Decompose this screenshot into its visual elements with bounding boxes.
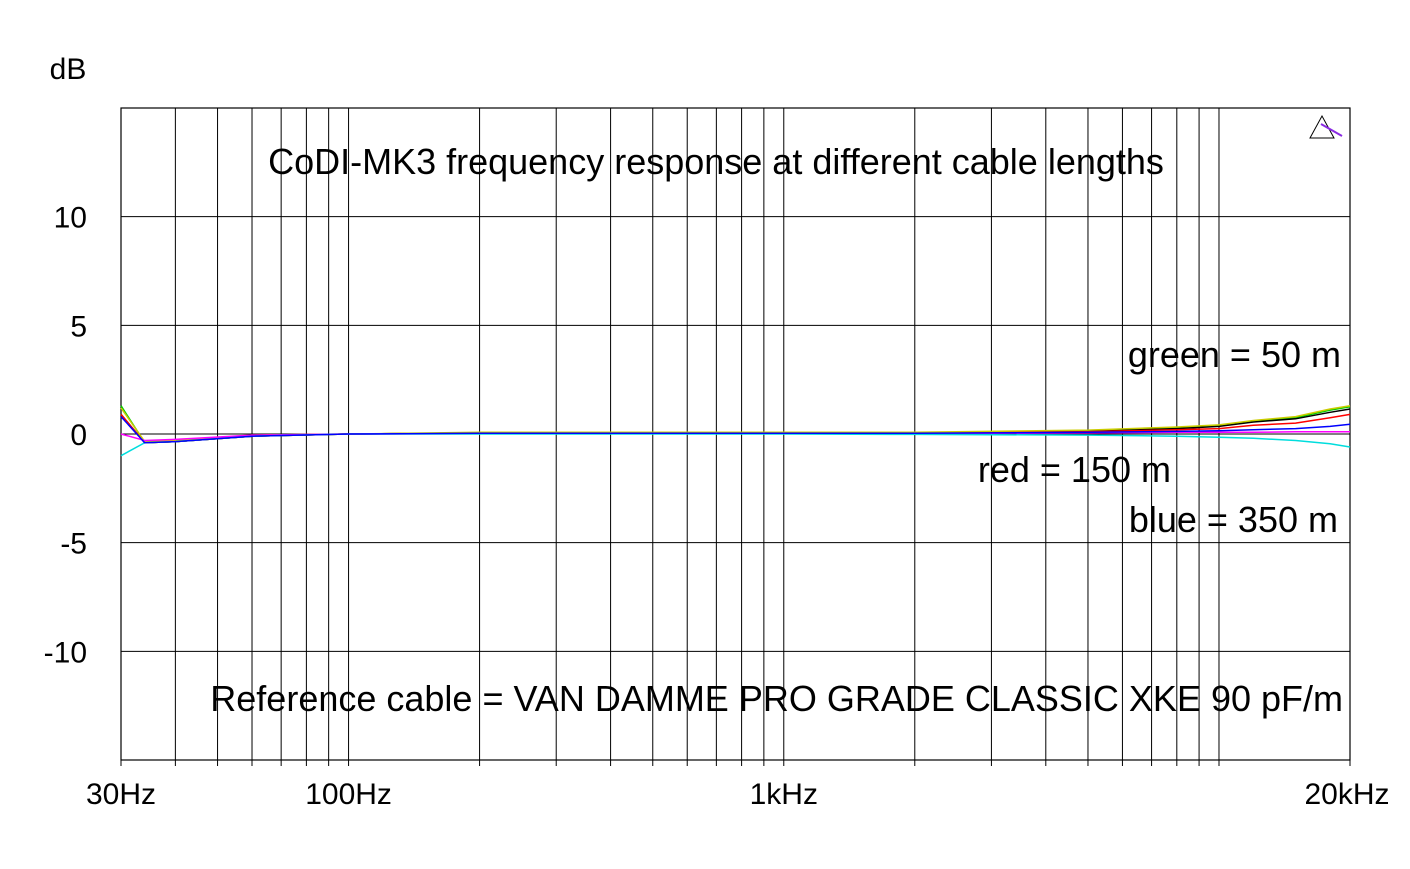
y-tick-label: 5 [70, 310, 87, 343]
annotation-reference: Reference cable = VAN DAMME PRO GRADE CL… [210, 678, 1343, 719]
x-tick-label: 1kHz [750, 778, 818, 811]
y-tick-label: -5 [60, 528, 87, 561]
y-tick-label: 0 [70, 419, 87, 452]
y-tick-label: 10 [54, 202, 87, 235]
annotation-red: red = 150 m [978, 449, 1171, 490]
series-line [120, 416, 1351, 444]
series-line [120, 408, 1351, 444]
warning-triangle-icon [1309, 114, 1343, 139]
x-tick-label: 100Hz [305, 778, 392, 811]
x-tick-label: 30Hz [86, 778, 156, 811]
grid [120, 108, 1351, 766]
annotation-green: green = 50 m [1128, 334, 1341, 375]
annotation-blue: blue = 350 m [1129, 499, 1338, 540]
tick-labels: 10 5 0 -5 -10 30Hz 100Hz 1kHz 20kHz [44, 202, 1390, 811]
y-tick-label: -10 [44, 636, 87, 669]
series-lines [120, 404, 1351, 457]
series-line [120, 405, 1351, 444]
chart-title: CoDI-MK3 frequency response at different… [268, 141, 1164, 182]
x-tick-label: 20kHz [1304, 778, 1389, 811]
y-axis-label: dB [50, 53, 87, 86]
